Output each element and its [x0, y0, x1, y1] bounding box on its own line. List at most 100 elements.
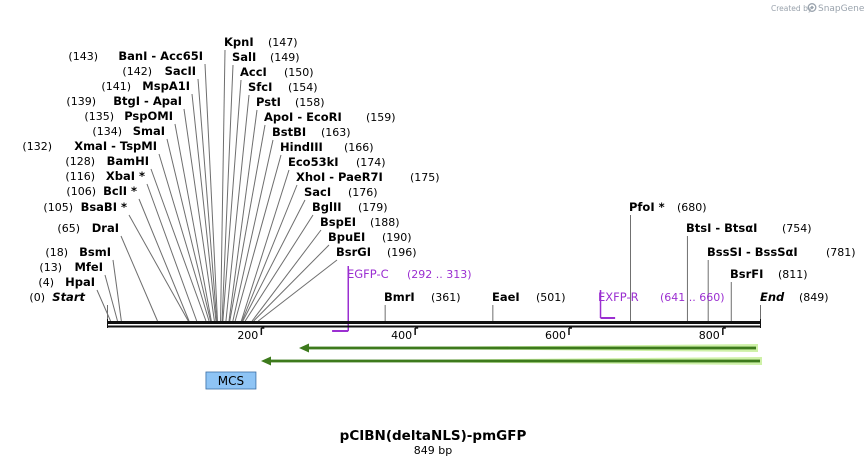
enzyme-leader-line	[158, 153, 210, 322]
feature-mcs-box	[205, 371, 257, 390]
enzyme-leader-line	[138, 198, 190, 322]
orf-arrow-1-head-icon	[299, 343, 309, 353]
axis-tick-label: 200	[237, 329, 258, 342]
enzyme-psti-pos: (158)	[295, 96, 325, 109]
enzyme-psti[interactable]: PstI	[256, 95, 281, 109]
enzyme-bsabi-pos: (105)	[43, 201, 73, 214]
enzyme-eco53ki[interactable]: Eco53kI	[288, 155, 339, 169]
feature-mcs-label[interactable]: MCS	[218, 374, 244, 388]
enzyme-leader-line	[221, 64, 234, 322]
enzyme-xmai-tspmi[interactable]: XmaI - TspMI	[74, 139, 157, 153]
enzyme-bstbi[interactable]: BstBI	[272, 125, 306, 139]
enzyme-leader-line	[128, 214, 189, 322]
enzyme-bsrgi-pos: (196)	[387, 246, 417, 259]
enzyme-sali-pos: (149)	[270, 51, 300, 64]
enzyme-pspomi[interactable]: PspOMI	[124, 109, 173, 123]
primer-egfp-c[interactable]: EGFP-C (292 .. 313)	[332, 266, 472, 332]
enzyme-bspei[interactable]: BspEI	[320, 215, 356, 229]
enzyme-leader-line	[253, 244, 330, 322]
enzyme-bsmi[interactable]: BsmI	[79, 245, 111, 259]
enzyme-xhoi-paer7i[interactable]: XhoI - PaeR7I	[296, 170, 383, 184]
credit-brand: SnapGene	[818, 4, 865, 14]
dna-strand-bottom	[107, 325, 760, 328]
orf-arrow-2[interactable]	[261, 356, 762, 366]
enzyme-leader-line	[150, 168, 207, 322]
enzyme-bamhi-pos: (128)	[65, 155, 95, 168]
enzyme-leader-line	[174, 123, 212, 322]
enzyme-leader-line	[104, 274, 118, 322]
enzyme-btsi-btsai[interactable]: BtsI - BtsαI	[686, 221, 757, 235]
enzyme-sali[interactable]: SalI	[232, 50, 256, 64]
enzyme-hindiii-pos: (166)	[344, 141, 374, 154]
enzyme-xbai[interactable]: XbaI *	[106, 169, 145, 183]
enzyme-apoi-ecori[interactable]: ApoI - EcoRI	[264, 110, 342, 124]
enzyme-bsrfi[interactable]: BsrFI	[730, 267, 763, 281]
enzyme-leader-line	[204, 63, 218, 322]
enzyme-bpuei-pos: (190)	[382, 231, 412, 244]
enzyme-start-pos: (0)	[29, 291, 45, 304]
orf-arrow-1[interactable]	[299, 343, 758, 353]
enzyme-bglii-pos: (179)	[358, 201, 388, 214]
primer-exfp-r[interactable]: EXFP-R (641 .. 660)	[598, 290, 725, 319]
enzyme-bstbi-pos: (163)	[321, 126, 351, 139]
map-title: pCIBN(deltaNLS)-pmGFP	[340, 428, 527, 444]
enzyme-btsi-btsai-pos: (754)	[782, 222, 812, 235]
enzyme-eaei[interactable]: EaeI	[492, 290, 520, 304]
enzyme-bani-acc65i[interactable]: BanI - Acc65I	[118, 49, 203, 63]
axis-tick-label: 800	[699, 329, 720, 342]
enzyme-bsrgi[interactable]: BsrGI	[336, 245, 371, 259]
enzyme-btgi-apai[interactable]: BtgI - ApaI	[113, 94, 182, 108]
enzyme-leader-line	[232, 139, 274, 322]
enzyme-drai-pos: (65)	[57, 222, 80, 235]
snapgene-logo-icon	[807, 3, 817, 12]
enzyme-eaei-pos: (501)	[536, 291, 566, 304]
primer-egfp-c-label[interactable]: EGFP-C	[347, 267, 389, 281]
primer-exfp-r-label[interactable]: EXFP-R	[598, 290, 639, 304]
enzyme-hpai[interactable]: HpaI	[65, 275, 95, 289]
axis-tick-label: 600	[545, 329, 566, 342]
enzyme-leader-line	[112, 259, 122, 322]
enzyme-bglii[interactable]: BglII	[312, 200, 342, 214]
enzyme-bamhi[interactable]: BamHI	[107, 154, 149, 168]
enzyme-kpni[interactable]: KpnI	[224, 35, 254, 49]
enzyme-bsabi[interactable]: BsaBI *	[81, 200, 127, 214]
enzyme-end[interactable]: End	[760, 290, 785, 304]
enzyme-leader-line	[191, 93, 217, 322]
enzyme-acci[interactable]: AccI	[240, 65, 267, 79]
enzyme-bpuei[interactable]: BpuEI	[328, 230, 365, 244]
enzyme-pfoi[interactable]: PfoI *	[629, 200, 665, 214]
enzyme-bmri-pos: (361)	[431, 291, 461, 304]
enzyme-mfei-pos: (13)	[39, 261, 62, 274]
enzyme-leader-line	[197, 78, 218, 322]
feature-mcs[interactable]: MCS	[205, 371, 257, 390]
enzyme-bspei-pos: (188)	[370, 216, 400, 229]
enzyme-hpai-pos: (4)	[38, 276, 54, 289]
orf-arrow-2-shaft	[268, 359, 760, 363]
enzyme-hindiii[interactable]: HindIII	[280, 140, 323, 154]
enzyme-leader-line	[225, 94, 250, 322]
axis-ticks: 200 400 600 800	[237, 327, 726, 342]
enzyme-leader-line	[220, 49, 226, 322]
enzyme-pfoi-pos: (680)	[677, 201, 707, 214]
enzyme-bcli[interactable]: BclI *	[103, 184, 137, 198]
enzyme-xmai-tspmi-pos: (132)	[22, 140, 52, 153]
enzyme-drai[interactable]: DraI	[92, 221, 119, 235]
enzyme-mfei[interactable]: MfeI	[74, 260, 103, 274]
enzyme-sacii[interactable]: SacII	[165, 64, 196, 78]
enzyme-leader-line	[166, 138, 212, 322]
enzyme-sfci[interactable]: SfcI	[248, 80, 272, 94]
enzyme-sacii-pos: (142)	[122, 65, 152, 78]
enzyme-leader-line	[234, 154, 282, 322]
enzyme-leader-line	[229, 124, 266, 322]
enzyme-bsssi-bsssai[interactable]: BssSI - BssSαI	[707, 245, 798, 259]
primer-egfp-c-range: (292 .. 313)	[407, 268, 472, 281]
enzyme-mspa1i[interactable]: MspA1I	[142, 79, 190, 93]
enzyme-start[interactable]: Start	[52, 290, 85, 304]
enzyme-bmri[interactable]: BmrI	[384, 290, 415, 304]
enzyme-leader-line	[241, 184, 298, 322]
enzyme-bsmi-pos: (18)	[45, 246, 68, 259]
enzyme-acci-pos: (150)	[284, 66, 314, 79]
enzyme-saci[interactable]: SacI	[304, 185, 331, 199]
enzyme-smai[interactable]: SmaI	[133, 124, 165, 138]
